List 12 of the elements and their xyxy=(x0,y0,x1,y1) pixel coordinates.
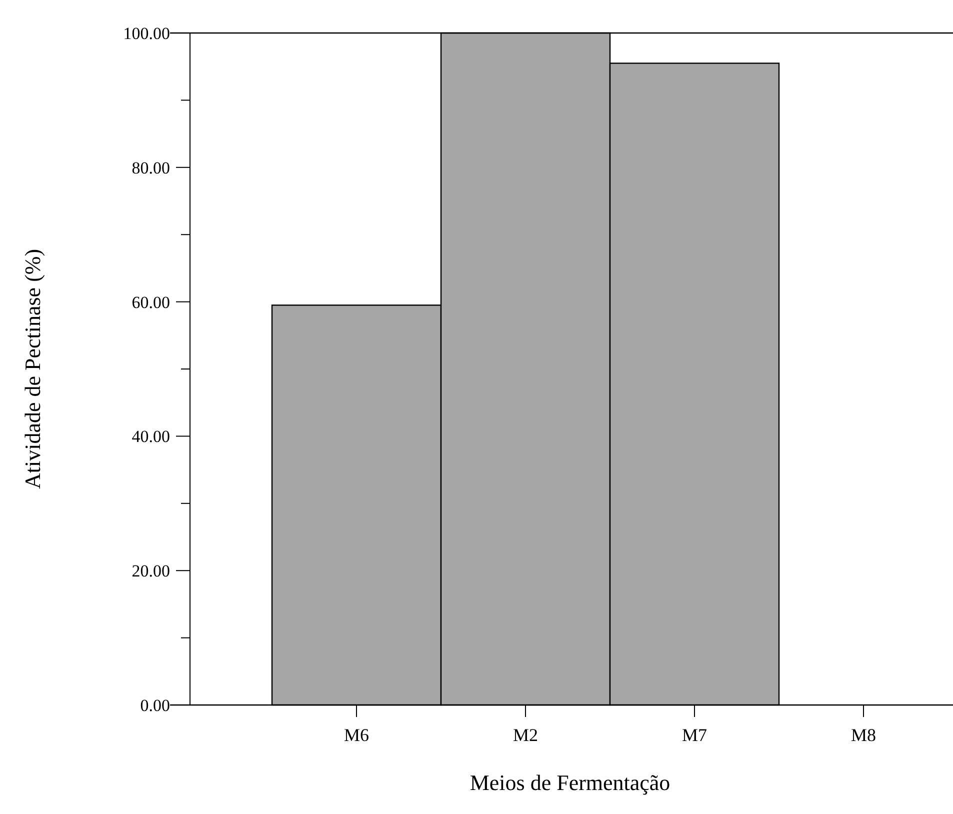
y-tick-label: 80.00 xyxy=(132,158,170,178)
y-tick-label: 40.00 xyxy=(132,427,170,446)
x-tick-label: M6 xyxy=(344,725,370,745)
x-tick-label: M7 xyxy=(682,725,708,745)
y-tick-label: 0.00 xyxy=(140,696,170,715)
y-axis-title: Atividade de Pectinase (%) xyxy=(20,248,45,490)
x-tick-label: M2 xyxy=(512,725,538,745)
y-tick-label: 100.00 xyxy=(123,24,170,43)
y-tick-label: 60.00 xyxy=(132,292,170,312)
y-tick-label: 20.00 xyxy=(132,562,170,581)
x-axis-title: Meios de Fermentação xyxy=(470,770,670,795)
x-tick-label: M8 xyxy=(850,725,876,745)
